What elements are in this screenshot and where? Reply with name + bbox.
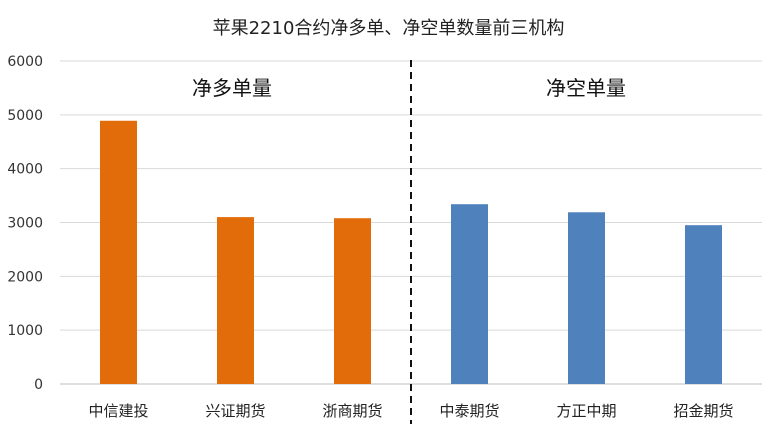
x-tick-label: 浙商期货	[322, 402, 382, 420]
x-tick-label: 招金期货	[673, 402, 733, 420]
y-tick-label: 2000	[7, 269, 43, 285]
bar	[334, 218, 371, 384]
group-label-net-short: 净空单量	[546, 76, 626, 100]
y-tick-label: 5000	[7, 108, 43, 124]
x-tick-label: 兴证期货	[205, 402, 265, 420]
bar	[100, 120, 137, 384]
x-tick-label: 中信建投	[88, 402, 148, 420]
y-tick-label: 4000	[7, 162, 43, 178]
bar	[217, 217, 254, 384]
chart-title: 苹果2210合约净多单、净空单数量前三机构	[212, 18, 565, 39]
x-tick-label: 中泰期货	[439, 402, 499, 420]
y-tick-label: 6000	[7, 54, 43, 70]
y-tick-label: 1000	[7, 323, 43, 339]
bar	[685, 225, 722, 384]
bar	[568, 212, 605, 384]
bar	[451, 204, 488, 384]
y-tick-label: 0	[34, 377, 43, 393]
x-tick-label: 方正中期	[556, 402, 616, 420]
group-label-net-long: 净多单量	[192, 76, 272, 100]
y-tick-label: 3000	[7, 216, 43, 232]
